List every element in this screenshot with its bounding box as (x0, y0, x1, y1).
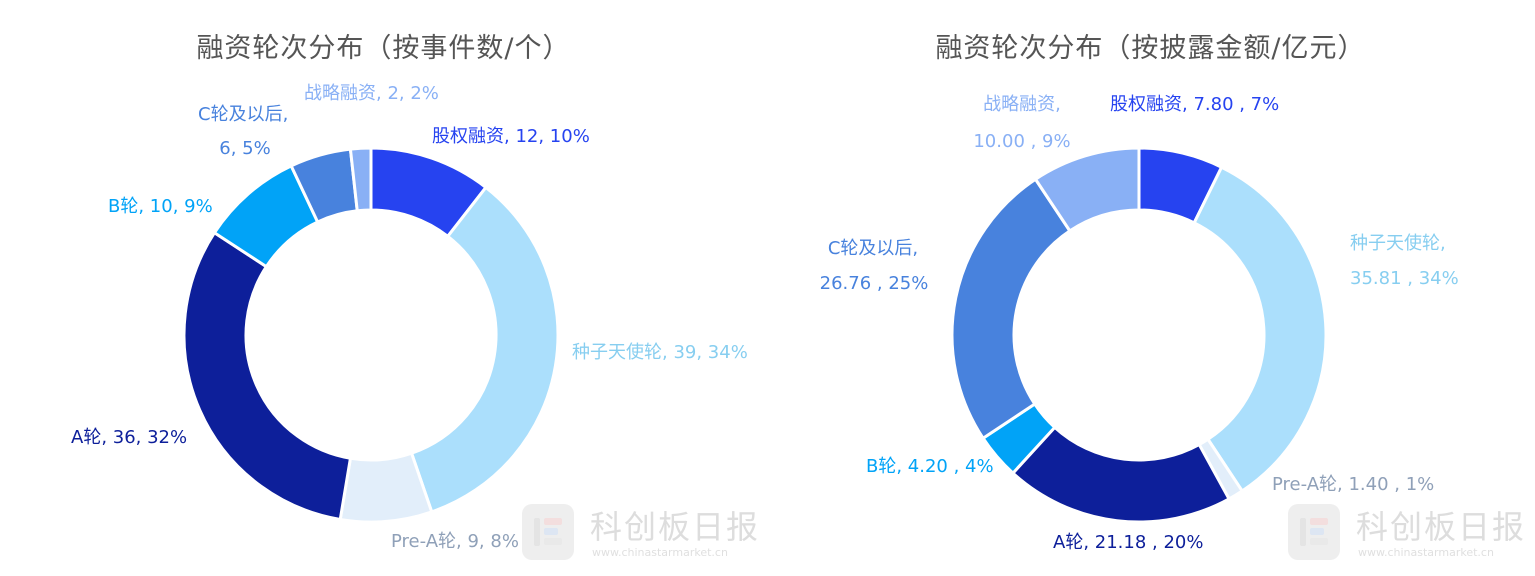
data-label-1: 股权融资, 12, 10% (432, 126, 590, 147)
slice-6 (950, 177, 1072, 441)
data-label-2: 种子天使轮, 39, 34% (572, 342, 748, 363)
donut-chart-events: 股权融资, 12, 10% 种子天使轮, 39, 34% Pre-A轮, 9, 8%… (71, 83, 748, 552)
data-label-4: A轮, 36, 32% (71, 427, 187, 448)
data-label-6-line-1: C轮及以后, (828, 238, 918, 259)
data-label-6-line-2: 26.76 , 25% (820, 273, 929, 294)
slice-4 (1010, 425, 1232, 524)
slice-2 (1192, 165, 1328, 494)
slice-7 (1033, 146, 1141, 233)
data-label-7-line-1: 战略融资, (983, 94, 1061, 115)
data-label-5: B轮, 4.20 , 4% (866, 456, 994, 477)
data-label-2-line-2: 35.81 , 34% (1350, 268, 1459, 289)
slice-7 (348, 146, 373, 213)
data-label-6-line-2: 6, 5% (219, 138, 270, 159)
chart-events: 融资轮次分布（按事件数/个） 股权融资, 12, 10% 种子天使轮, 39, 3… (0, 0, 767, 576)
data-label-3: Pre-A轮, 9, 8% (391, 531, 519, 552)
watermark-url: www.chinastarmarket.cn (592, 546, 728, 559)
data-label-1: 股权融资, 7.80 , 7% (1110, 94, 1279, 115)
watermark: 科创板日报 www.chinastarmarket.cn (1288, 500, 1528, 570)
watermark-logo-icon (1288, 504, 1340, 560)
chart-amounts: 融资轮次分布（按披露金额/亿元） 股权融资, 7.80 , 7% 种子天使轮, 35… (767, 0, 1534, 576)
donut-chart-amounts: 股权融资, 7.80 , 7% 种子天使轮, 35.81 , 34% Pre-A轮, … (820, 94, 1459, 553)
data-label-5: B轮, 10, 9% (108, 196, 213, 217)
data-label-7-line-2: 10.00 , 9% (973, 131, 1070, 152)
watermark-name: 科创板日报 (590, 508, 761, 546)
watermark: 科创板日报 www.chinastarmarket.cn (522, 500, 762, 570)
chart-title: 融资轮次分布（按披露金额/亿元） (935, 33, 1366, 64)
chart-title: 融资轮次分布（按事件数/个） (196, 33, 571, 64)
data-label-6-line-1: C轮及以后, (198, 104, 288, 125)
slice-2 (409, 185, 560, 514)
watermark-name: 科创板日报 (1356, 508, 1527, 546)
data-label-3: Pre-A轮, 1.40 , 1% (1272, 474, 1434, 495)
watermark-url: www.chinastarmarket.cn (1358, 546, 1494, 559)
watermark-logo-icon (522, 504, 574, 560)
data-label-4: A轮, 21.18 , 20% (1053, 532, 1203, 553)
slice-4 (182, 230, 353, 522)
data-label-2-line-1: 种子天使轮, (1350, 233, 1446, 254)
data-label-7: 战略融资, 2, 2% (304, 83, 439, 104)
